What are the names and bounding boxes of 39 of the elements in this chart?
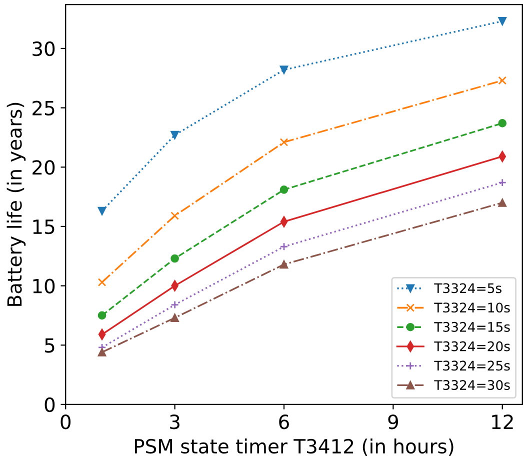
y-tick-label: 20 [32, 160, 55, 175]
point [170, 300, 179, 309]
legend-label: T3324=20s [434, 341, 510, 352]
x-tick-label: 12 [492, 414, 513, 429]
y-tick-label: 15 [33, 220, 54, 234]
x-tick-label: 3 [170, 414, 180, 430]
point [498, 76, 507, 85]
point [170, 254, 179, 263]
point [498, 17, 507, 26]
point [170, 314, 179, 322]
point [498, 198, 507, 207]
y-axis-title: Battery life (in years) [6, 102, 26, 306]
point [98, 348, 106, 356]
point [280, 186, 288, 194]
legend-label: T3324=30s [434, 380, 510, 390]
x-tick-label: 0 [60, 414, 71, 430]
y-tick-label: 0 [44, 397, 55, 412]
point [170, 212, 179, 220]
x-tick-label: 6 [279, 414, 289, 430]
y-tick-label: 10 [33, 278, 55, 294]
point [280, 242, 288, 251]
point [280, 138, 288, 146]
y-tick-label: 25 [32, 100, 54, 116]
point [498, 119, 507, 128]
legend-label: T3324=5s [434, 283, 502, 294]
x-axis-title: PSM state timer T3412 (in hours) [134, 438, 454, 456]
legend-label: T3324=25s [434, 360, 510, 371]
x-tick-label: 9 [388, 414, 398, 430]
point [280, 66, 288, 74]
point [280, 260, 288, 269]
point [98, 278, 106, 286]
point [498, 178, 507, 187]
y-tick-label: 30 [32, 41, 55, 56]
y-tick-label: 5 [45, 338, 54, 353]
point [98, 206, 106, 216]
legend-label: T3324=10s [434, 302, 510, 313]
legend-label: T3324=15s [434, 322, 510, 332]
point [98, 311, 106, 320]
point [170, 130, 179, 140]
